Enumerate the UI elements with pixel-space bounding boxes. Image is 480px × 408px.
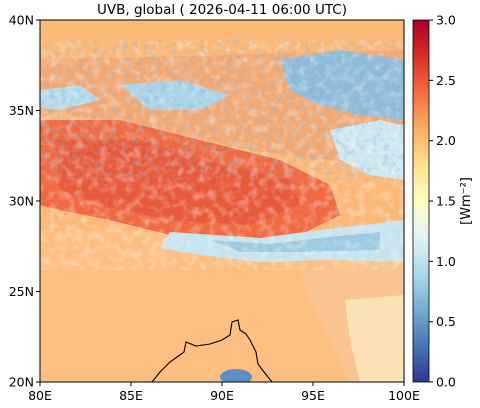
y-tick-label: 25N: [9, 284, 34, 299]
y-tick-label: 20N: [9, 375, 34, 390]
colorbar-label: [Wm⁻²]: [459, 177, 474, 225]
colorbar-tick-label: 3.0: [436, 13, 456, 28]
x-tick-label: 80E: [28, 388, 52, 403]
colorbar-ticks: 0.0 0.5 1.0 1.5 2.0 2.5 3.0: [429, 13, 456, 390]
y-tick-label: 30N: [9, 194, 34, 209]
coastline: [151, 319, 273, 382]
x-tick-label: 90E: [210, 388, 234, 403]
colorbar-tick-label: 2.0: [436, 133, 456, 148]
map-title: UVB, global ( 2026-04-11 06:00 UTC): [97, 2, 347, 18]
east-pale-field: [345, 295, 404, 382]
bottom-cloud-patch: [220, 369, 252, 382]
y-axis: 20N 25N 30N 35N 40N: [9, 13, 40, 390]
colorbar-tick-label: 0.0: [436, 375, 456, 390]
cloud-speckle-blue: [40, 40, 404, 180]
x-tick-label: 95E: [301, 388, 325, 403]
colorbar-tick-label: 0.5: [436, 314, 456, 329]
y-tick-label: 35N: [9, 103, 34, 118]
colorbar-tick-label: 2.5: [436, 73, 456, 88]
y-tick-label: 40N: [9, 13, 34, 28]
x-tick-label: 100E: [388, 388, 420, 403]
colorbar-tick-label: 1.0: [436, 254, 456, 269]
uvb-field: [40, 20, 404, 382]
colorbar-tick-label: 1.5: [436, 194, 456, 209]
x-axis: 80E 85E 90E 95E 100E: [28, 382, 420, 403]
colorbar: [412, 19, 430, 383]
x-tick-label: 85E: [119, 388, 143, 403]
